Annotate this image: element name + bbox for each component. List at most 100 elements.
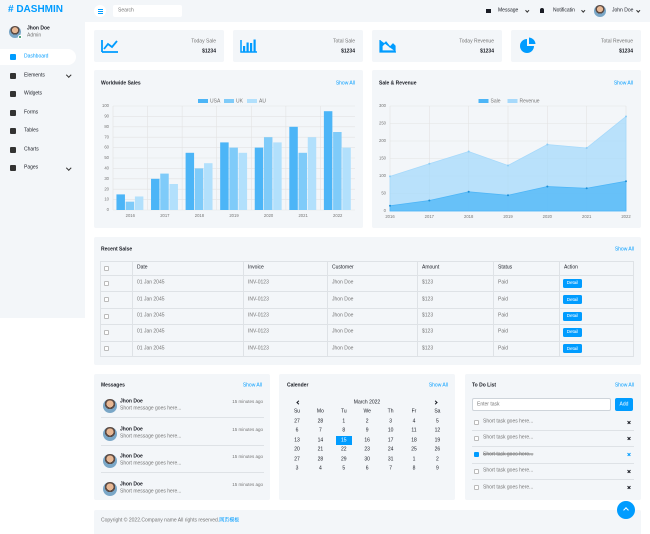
checkbox[interactable] — [473, 468, 479, 474]
calendar-day[interactable]: 22 — [341, 446, 347, 453]
checkbox[interactable] — [473, 452, 479, 458]
show-all-link[interactable]: Show All — [428, 382, 448, 389]
add-button[interactable] — [615, 398, 633, 411]
search-placeholder: Search — [118, 7, 134, 14]
message-divider — [101, 472, 264, 473]
checkbox[interactable] — [473, 485, 479, 491]
calendar-day[interactable]: 1 — [342, 418, 346, 425]
calendar-day[interactable]: 31 — [387, 456, 394, 463]
user-name: Jhon Doe — [27, 25, 50, 32]
task-input[interactable] — [472, 398, 611, 411]
detail-button[interactable] — [563, 278, 582, 288]
section-title: To Do List — [472, 382, 497, 389]
calendar-day[interactable]: 7 — [319, 427, 322, 434]
detail-button-label[interactable]: Detail — [566, 345, 579, 351]
calendar-day[interactable]: 21 — [317, 446, 324, 453]
checkbox[interactable] — [473, 419, 479, 425]
back-to-top[interactable] — [617, 501, 635, 519]
calendar-day[interactable]: 1 — [412, 456, 416, 463]
calendar-day[interactable]: 28 — [317, 418, 324, 425]
calendar-day[interactable]: 11 — [411, 427, 417, 434]
nav-item[interactable]: Dashboard — [24, 53, 49, 60]
checkbox[interactable] — [103, 280, 109, 286]
nav-item[interactable]: Widgets — [24, 90, 43, 97]
calendar-day[interactable]: 2 — [365, 418, 369, 425]
calendar-day[interactable]: 15 — [341, 437, 347, 444]
calendar-day[interactable]: 9 — [436, 465, 439, 472]
calendar-day[interactable]: 12 — [434, 427, 441, 434]
detail-button-label[interactable]: Detail — [566, 312, 579, 318]
message-menu[interactable]: Message — [498, 7, 519, 14]
calendar-day[interactable]: 14 — [317, 437, 324, 444]
calendar-day[interactable]: 30 — [364, 456, 370, 463]
table-header: Action — [564, 264, 578, 271]
calendar-day[interactable]: 8 — [412, 465, 416, 472]
notification-menu[interactable]: Notificatin — [553, 7, 575, 14]
calendar-day[interactable]: 5 — [342, 465, 346, 472]
calendar-day[interactable]: 6 — [365, 465, 369, 472]
nav-item[interactable]: Pages — [24, 164, 39, 171]
calendar-day[interactable]: 4 — [319, 465, 322, 472]
detail-button-label[interactable]: Detail — [566, 296, 579, 302]
detail-button[interactable] — [563, 311, 582, 321]
search-input[interactable] — [113, 5, 182, 17]
show-all-link[interactable]: Show All — [335, 80, 355, 87]
checkbox[interactable] — [473, 435, 479, 441]
calendar-day[interactable]: 9 — [365, 427, 369, 434]
checkbox[interactable] — [103, 297, 109, 303]
calendar-day[interactable]: 3 — [389, 418, 392, 425]
calendar-day[interactable]: 24 — [387, 446, 394, 453]
stat-value: $1234 — [619, 48, 633, 55]
calendar-day[interactable]: 28 — [317, 456, 324, 463]
calendar-day[interactable]: 19 — [434, 437, 441, 444]
footer-link[interactable]: 网页模板 — [219, 517, 240, 524]
detail-button-label[interactable]: Detail — [566, 279, 579, 285]
calendar-day[interactable]: 13 — [294, 437, 300, 444]
calendar-day[interactable]: 3 — [295, 465, 299, 472]
show-all-link[interactable]: Show All — [614, 382, 634, 389]
detail-button[interactable] — [563, 327, 582, 337]
detail-button[interactable] — [563, 295, 582, 305]
task-text: Short task goes here... — [483, 434, 534, 441]
detail-button[interactable] — [563, 344, 582, 354]
calendar-day[interactable]: 18 — [411, 437, 417, 444]
show-all-link[interactable]: Show All — [613, 80, 633, 87]
calendar-day[interactable]: 6 — [295, 427, 299, 434]
nav-item[interactable]: Charts — [24, 146, 39, 152]
chart-card — [94, 70, 363, 228]
show-all-link[interactable]: Show All — [242, 382, 262, 389]
detail-button-label[interactable]: Detail — [566, 329, 579, 335]
calendar-day[interactable]: 26 — [434, 446, 441, 453]
nav-item[interactable]: Elements — [24, 72, 45, 78]
calendar-day[interactable]: 10 — [387, 427, 394, 434]
checkbox[interactable] — [103, 265, 109, 271]
calendar-day[interactable]: 23 — [364, 446, 370, 453]
calendar-day[interactable]: 17 — [387, 437, 394, 444]
calendar-day[interactable]: 8 — [342, 427, 346, 434]
calendar-day[interactable]: 7 — [389, 465, 392, 472]
calendar-day[interactable]: 29 — [341, 456, 347, 463]
calendar-day[interactable]: 4 — [412, 418, 416, 425]
nav-icon — [10, 54, 16, 60]
calendar-day[interactable]: 16 — [364, 437, 370, 444]
add-button-label[interactable]: Add — [619, 401, 629, 407]
topbar-user[interactable]: John Doe — [612, 7, 634, 14]
nav-item[interactable]: Tables — [24, 127, 39, 134]
calendar-day[interactable]: 20 — [294, 446, 300, 453]
calendar-day[interactable]: 5 — [436, 418, 439, 425]
calendar-day[interactable]: 27 — [294, 456, 300, 463]
calendar-day[interactable]: 2 — [436, 456, 439, 463]
table-cell: Paid — [498, 328, 509, 335]
calendar-day[interactable]: 27 — [294, 418, 300, 425]
checkbox[interactable] — [103, 346, 109, 352]
checkbox[interactable] — [103, 329, 109, 335]
brand-logo: # DASHMIN — [8, 4, 64, 15]
table-col-line — [243, 261, 244, 357]
calendar-day[interactable]: 25 — [411, 446, 417, 453]
calendar-weekday: Th — [387, 408, 394, 415]
table-cell: 01 Jan 2045 — [137, 328, 165, 335]
stat-card — [511, 30, 641, 62]
nav-item[interactable]: Forms — [24, 109, 39, 115]
checkbox[interactable] — [103, 313, 109, 319]
show-all-link[interactable]: Show All — [614, 246, 634, 253]
